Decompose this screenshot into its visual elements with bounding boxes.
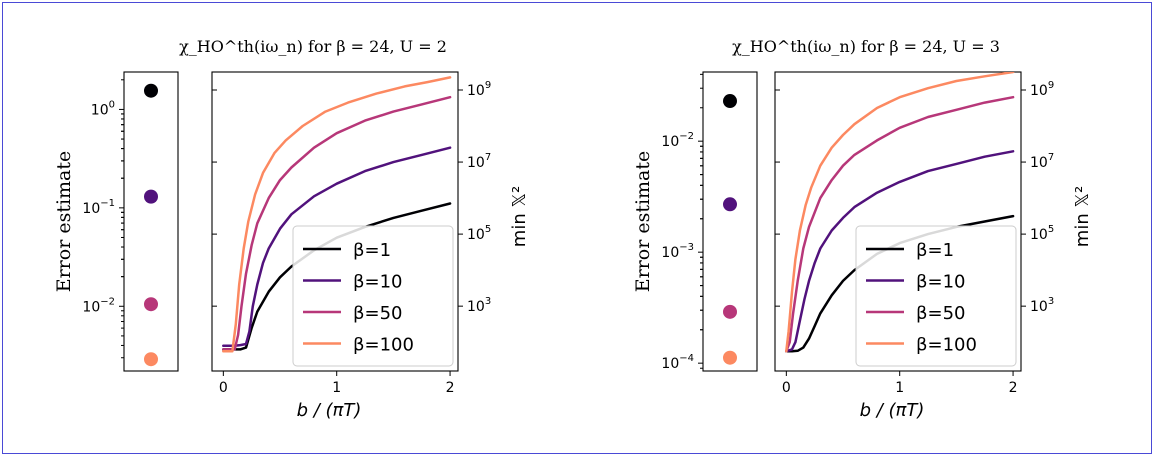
error-ylabel: Error estimate	[53, 151, 75, 293]
series-line	[222, 95, 452, 351]
right-ytick-label: 103	[467, 296, 491, 315]
series-group	[222, 76, 452, 353]
series-line	[785, 95, 1015, 353]
error-panel: 10−2 10−3 10−4 Error estimate	[632, 71, 758, 372]
ylabel: min 𝕏²	[509, 186, 530, 247]
error-ytick-label: 100	[91, 99, 115, 118]
series-line	[222, 202, 452, 351]
right-ytick-label: 109	[1030, 80, 1054, 99]
right-ytick-label: 109	[467, 80, 491, 99]
error-ytick-label: 10−2	[661, 131, 694, 150]
legend-frame	[292, 225, 454, 367]
panel-2: χ_HO^th(iω_n) for β = 24, U = 310−210−31…	[632, 37, 1093, 421]
series-line	[222, 146, 452, 348]
right-ytick-label: 107	[467, 152, 491, 171]
error-axes-frame	[123, 71, 179, 372]
legend-label: β=50	[353, 303, 402, 324]
legend: β=1 β=10 β=50 β=100	[292, 225, 454, 367]
legend-label: β=10	[916, 272, 965, 293]
error-ytick-label: 10−2	[82, 296, 115, 315]
xlabel: b / (πT)	[297, 400, 362, 421]
error-point	[723, 197, 737, 212]
right-ytick-label: 105	[1030, 224, 1054, 243]
chart-title: χ_HO^th(iω_n) for β = 24, U = 2	[179, 37, 447, 56]
error-ytick-label: 10−3	[661, 242, 694, 261]
error-point	[723, 350, 737, 365]
legend-label: β=1	[916, 240, 954, 261]
error-point	[144, 352, 158, 367]
legend-label: β=100	[916, 335, 977, 356]
error-ytick-label: 10−4	[661, 353, 694, 372]
chart-title: χ_HO^th(iω_n) for β = 24, U = 3	[732, 37, 1000, 56]
xlabel: b / (πT)	[860, 400, 925, 421]
main-panel: 0 1 2 103 105 107 109 b / (πT) min 𝕏² β=1 β=10 β=50…	[211, 71, 530, 421]
legend-label: β=10	[353, 272, 402, 293]
error-point	[723, 304, 737, 319]
error-axes-frame	[702, 71, 758, 372]
xtick-label: 2	[1009, 380, 1018, 396]
series-line	[222, 76, 452, 353]
legend-label: β=100	[353, 335, 414, 356]
error-point	[144, 189, 158, 204]
legend-frame	[855, 225, 1017, 367]
legend-label: β=50	[916, 303, 965, 324]
right-ytick-label: 105	[467, 224, 491, 243]
error-ytick-label: 10−1	[82, 198, 115, 217]
right-ytick-label: 107	[1030, 152, 1054, 171]
error-point	[144, 83, 158, 98]
xtick-label: 1	[332, 380, 341, 396]
main-panel: 0 1 2 103 105 107 109 b / (πT) min 𝕏² β=1 β=10 β=50…	[774, 71, 1093, 421]
error-point	[723, 94, 737, 109]
figure-frame	[2, 2, 1152, 454]
ylabel: min 𝕏²	[1072, 186, 1093, 247]
panel-1: χ_HO^th(iω_n) for β = 24, U = 210010−110…	[53, 37, 530, 421]
main-axes-frame	[774, 71, 1022, 372]
xtick-label: 1	[895, 380, 904, 396]
main-axes-frame	[211, 71, 459, 372]
error-ylabel: Error estimate	[632, 151, 654, 293]
legend-label: β=1	[353, 240, 391, 261]
xtick-label: 2	[446, 380, 455, 396]
series-line	[785, 72, 1015, 353]
series-line	[785, 150, 1015, 353]
right-ytick-label: 103	[1030, 296, 1054, 315]
legend: β=1 β=10 β=50 β=100	[855, 225, 1017, 367]
xtick-label: 0	[782, 380, 791, 396]
error-point	[144, 297, 158, 312]
xtick-label: 0	[219, 380, 228, 396]
error-panel: 100 10−1 10−2 Error estimate	[53, 71, 179, 372]
